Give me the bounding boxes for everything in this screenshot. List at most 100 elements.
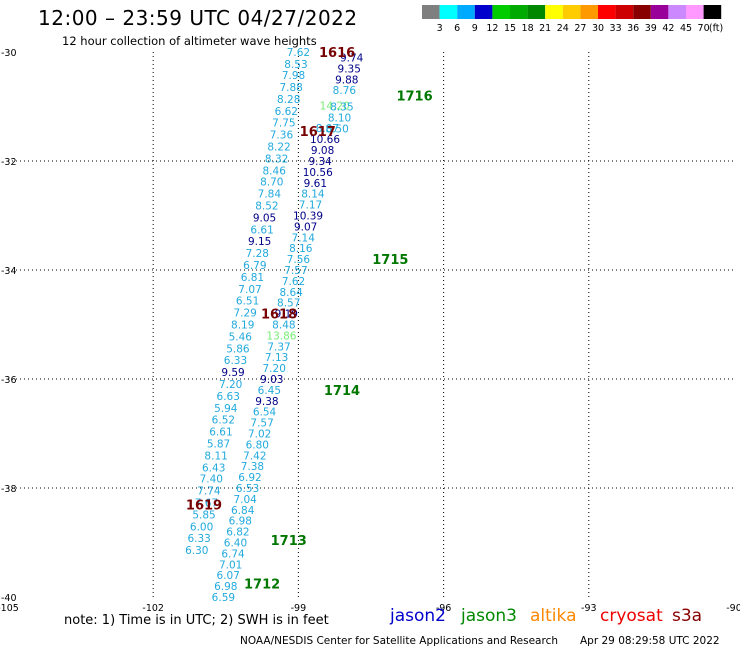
pass-time-label: 1713 — [271, 534, 307, 549]
wave-height-reading: 6.07 — [217, 570, 240, 582]
legend-swatch — [457, 5, 475, 19]
pass-time-label: 1716 — [396, 90, 432, 105]
wave-height-reading: 7.07 — [238, 284, 261, 296]
satellite-altika: altika — [530, 606, 577, 626]
wave-height-reading: 9.34 — [308, 156, 332, 168]
legend-label: 33 — [610, 23, 622, 34]
pass-time-label: 1618 — [261, 308, 297, 323]
pass-time-label: 1619 — [186, 498, 222, 513]
legend-label: 6 — [454, 23, 460, 34]
legend-swatch — [703, 5, 722, 19]
latitude-tick-label: -38 — [1, 484, 17, 495]
wave-height-reading: 8.48 — [272, 320, 295, 332]
wave-height-reading: 6.53 — [236, 483, 259, 495]
satellite-s3a: s3a — [672, 606, 703, 626]
wave-height-reading: 6.33 — [224, 355, 247, 367]
wave-height-reading: 10.56 — [303, 167, 333, 179]
wave-height-reading: 7.57 — [250, 418, 273, 430]
legend-swatch — [562, 5, 581, 19]
wave-height-reading: 6.81 — [241, 272, 264, 284]
wave-height-reading: 6.98 — [214, 581, 237, 593]
legend-label: 45 — [680, 23, 692, 34]
wave-height-reading: 7.75 — [272, 117, 295, 129]
wave-height-reading: 13.86 — [266, 330, 296, 342]
wave-height-reading: 9.15 — [248, 236, 271, 248]
satellite-cryosat: cryosat — [600, 606, 663, 626]
wave-height-reading: 8.64 — [279, 287, 303, 299]
wave-height-reading: 6.62 — [275, 106, 298, 118]
legend-label: 24 — [557, 23, 569, 34]
legend-label: 15 — [504, 23, 516, 34]
wave-height-reading: 6.80 — [246, 439, 269, 451]
legend-swatch — [668, 5, 686, 19]
wave-height-reading: 7.42 — [243, 450, 266, 462]
wave-height-reading: 7.20 — [219, 379, 242, 391]
wave-height-reading: 7.88 — [279, 82, 302, 94]
wave-height-reading: 6.82 — [226, 527, 249, 539]
wave-height-reading: 10.66 — [310, 134, 340, 146]
longitude-tick-label: -90 — [726, 603, 740, 614]
wave-height-reading: 5.94 — [214, 403, 238, 415]
legend-label: 9 — [472, 23, 478, 34]
wave-height-reading: 6.43 — [202, 462, 225, 474]
wave-height-reading: 8.22 — [267, 141, 290, 153]
wave-height-reading: 8.14 — [301, 189, 325, 201]
legend-label: 30 — [592, 23, 604, 34]
wave-height-reading: 6.61 — [209, 426, 232, 438]
legend-swatch — [474, 5, 493, 19]
wave-height-reading: 9.08 — [311, 145, 334, 157]
wave-height-reading: 6.30 — [185, 545, 208, 557]
wave-height-reading: 8.46 — [263, 165, 287, 177]
wave-height-reading: 6.54 — [253, 407, 277, 419]
pass-time-label: 1617 — [300, 125, 336, 140]
wave-height-reading: 14.20 — [320, 100, 350, 112]
wave-height-reading: 6.33 — [187, 533, 210, 545]
legend-label: 12 — [486, 23, 498, 34]
wave-height-reading: 8.28 — [277, 94, 300, 106]
legend-unit: (ft) — [709, 23, 723, 34]
longitude-tick-label: -96 — [436, 603, 452, 614]
footer-note: note: 1) Time is in UTC; 2) SWH is in fe… — [64, 613, 329, 628]
legend-swatch — [633, 5, 651, 19]
wave-height-reading: 9.35 — [338, 63, 361, 75]
wave-height-reading: 7.40 — [200, 474, 223, 486]
wave-height-reading: 6.00 — [190, 522, 213, 534]
wave-height-reading: 10.39 — [293, 211, 323, 223]
wave-height-reading: 8.32 — [265, 153, 288, 165]
legend-swatch — [527, 5, 546, 19]
wave-height-reading: 7.13 — [265, 352, 288, 364]
wave-height-reading: 8.35 — [330, 102, 353, 114]
map-title: 12:00 – 23:59 UTC 04/27/2022 — [38, 6, 358, 30]
wave-height-reading: 6.63 — [217, 391, 240, 403]
wave-height-reading: 7.28 — [246, 248, 269, 260]
wave-height-reading: 5.46 — [229, 331, 253, 343]
wave-height-reading: 6.45 — [258, 385, 281, 397]
satellite-jason2: jason2 — [390, 606, 446, 626]
wave-height-reading: 8.76 — [333, 85, 357, 97]
latitude-tick-label: -30 — [1, 48, 17, 59]
wave-height-reading: 7.04 — [233, 494, 257, 506]
wave-height-reading: 7.02 — [248, 429, 271, 441]
pass-time-label: 1616 — [319, 46, 355, 61]
legend-label: 27 — [574, 23, 586, 34]
pass-time-label: 1715 — [372, 253, 408, 268]
legend-swatch — [492, 5, 510, 19]
legend-label: 39 — [645, 23, 657, 34]
legend-swatch — [598, 5, 616, 19]
wave-height-reading: 6.79 — [243, 260, 266, 272]
generated-timestamp: Apr 29 08:29:58 UTC 2022 — [580, 635, 720, 647]
pass-time-label: 1714 — [324, 384, 360, 399]
legend-label: 18 — [522, 23, 534, 34]
wave-height-reading: 8.52 — [255, 201, 278, 213]
wave-height-reading: 5.86 — [226, 343, 250, 355]
longitude-tick-label: -105 — [0, 603, 19, 614]
wave-height-reading: 8.07 — [316, 123, 339, 135]
wave-height-reading: 7.98 — [282, 70, 305, 82]
latitude-tick-label: -34 — [1, 266, 17, 277]
legend-swatch — [422, 5, 440, 19]
wave-height-reading: 6.74 — [221, 548, 245, 560]
longitude-tick-label: -102 — [142, 603, 164, 614]
wave-height-reading: 7.57 — [284, 265, 307, 277]
legend-label: 70 — [698, 23, 710, 34]
wave-height-reading: 8.10 — [328, 112, 351, 124]
